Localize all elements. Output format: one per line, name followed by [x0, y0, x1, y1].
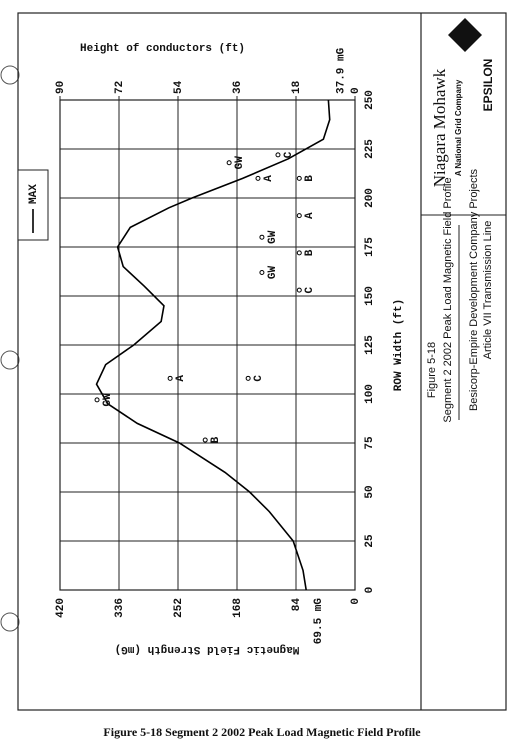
binder-hole: [0, 350, 20, 370]
consultant-logo: EPSILON: [481, 59, 495, 112]
conductor-marker: [255, 175, 261, 181]
x-tick-label: 250: [364, 90, 376, 110]
y2-tick-label: 72: [114, 81, 126, 94]
y2-tick-label: 0: [350, 87, 362, 94]
value-label: 69.5 mG: [313, 598, 325, 645]
line-series: [95, 99, 331, 591]
x-tick-label: 175: [364, 237, 376, 257]
project-line: Article VII Transmission Line: [482, 221, 494, 360]
company-name: Niagara Mohawk: [430, 68, 449, 187]
y2-tick-label: 90: [55, 81, 67, 94]
company-tagline: A National Grid Company: [454, 79, 463, 176]
conductor-label: B: [304, 175, 316, 182]
conductor-label: C: [304, 286, 316, 293]
binder-hole: [0, 612, 20, 632]
conductor-label: C: [283, 151, 295, 158]
y2-tick-label: 18: [291, 80, 303, 94]
plot-border: [59, 99, 356, 591]
project-name: Besicorp-Empire Development Company Proj…: [468, 168, 480, 411]
x-tick-label: 125: [364, 335, 376, 355]
figure-title: Segment 2 2002 Peak Load Magnetic Field …: [442, 177, 454, 422]
conductor-label: GW: [102, 393, 114, 407]
conductor-label: GW: [267, 230, 279, 244]
conductor-marker: [296, 213, 302, 219]
x-tick-label: 100: [364, 384, 376, 404]
conductor-marker: [259, 269, 265, 275]
y-tick-label: 84: [291, 598, 303, 612]
chart: ROW Width (ft) Magnetic Field Strength (…: [17, 47, 405, 655]
y-tick-label: 252: [173, 598, 185, 618]
caption: Figure 5-18 Segment 2 2002 Peak Load Mag…: [103, 725, 421, 739]
conductor-marker: [259, 234, 265, 240]
y-tick-label: 0: [350, 598, 362, 605]
conductor-label: A: [175, 375, 187, 382]
x-tick-label: 150: [364, 286, 376, 306]
y2-axis-title: Height of conductors (ft): [80, 43, 245, 55]
conductor-marker: [94, 397, 100, 403]
y-tick-label: 168: [232, 598, 244, 618]
x-axis-title: ROW Width (ft): [393, 299, 405, 391]
x-tick-label: 0: [364, 587, 376, 594]
conductor-marker: [226, 160, 232, 166]
conductor-marker: [167, 375, 173, 381]
conductor-marker: [275, 152, 281, 158]
x-tick-label: 200: [364, 188, 376, 208]
conductor-marker: [245, 375, 251, 381]
conductor-label: A: [304, 212, 316, 219]
x-tick-label: 25: [364, 534, 376, 548]
y2-tick-label: 54: [173, 80, 185, 94]
conductor-label: B: [304, 249, 316, 256]
y-axis-title: Magnetic Field Strength (mG): [115, 643, 300, 655]
y-tick-label: 420: [55, 598, 67, 618]
figure-number: Figure 5-18: [426, 342, 438, 398]
legend-box: [17, 169, 49, 241]
legend-label: MAX: [28, 184, 40, 204]
conductor-marker: [296, 287, 302, 293]
conductor-label: C: [253, 375, 265, 382]
x-tick-label: 50: [364, 485, 376, 498]
conductor-label: B: [210, 436, 222, 443]
conductor-marker: [202, 437, 208, 443]
value-label: 37.9 mG: [335, 47, 347, 94]
logo-diamond: [448, 18, 482, 52]
conductor-label: GW: [267, 265, 279, 279]
y2-tick-label: 36: [232, 81, 244, 94]
y-tick-label: 336: [114, 598, 126, 618]
conductor-marker: [296, 175, 302, 181]
frame: [17, 12, 507, 711]
x-tick-label: 75: [364, 436, 376, 450]
conductor-marker: [296, 250, 302, 256]
binder-hole: [0, 65, 20, 85]
conductor-label: A: [263, 175, 275, 182]
x-tick-label: 225: [364, 139, 376, 159]
conductor-label: GW: [234, 156, 246, 170]
